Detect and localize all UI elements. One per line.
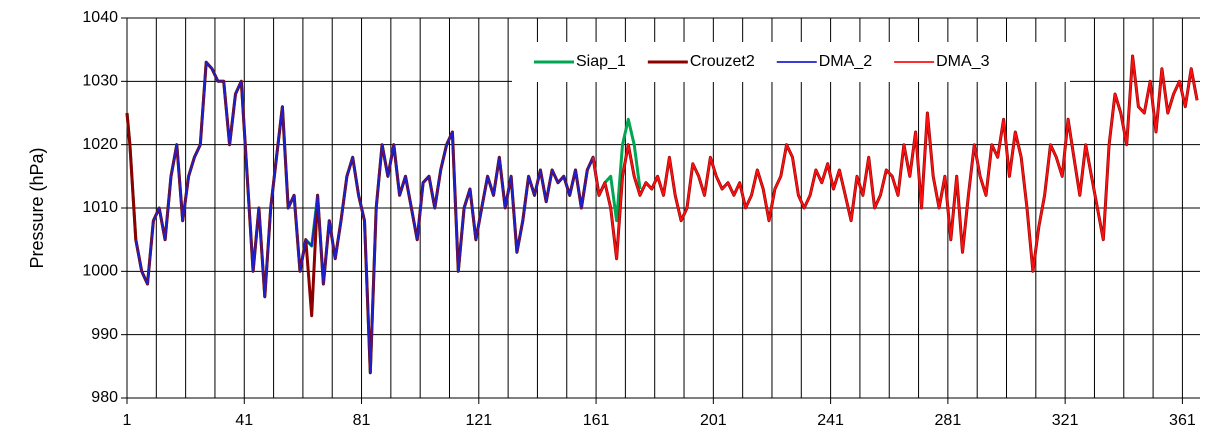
series-line: [125, 54, 1199, 375]
x-tick-label: 361: [1169, 412, 1196, 429]
y-axis-label: Pressure (hPa): [27, 147, 47, 268]
series-line: [134, 61, 981, 374]
y-tick-label: 980: [91, 389, 118, 406]
y-tick-label: 1040: [82, 9, 118, 26]
legend-label: Crouzet2: [690, 53, 755, 70]
legend-label: Siap_1: [576, 53, 626, 70]
series-line: [592, 55, 1198, 273]
y-tick-label: 1020: [82, 136, 118, 153]
legend: Siap_1 Crouzet2 DMA_2 DMA_3: [512, 42, 1070, 82]
x-tick-label: 1: [123, 412, 132, 429]
y-tick-label: 990: [91, 326, 118, 343]
x-tick-label: 161: [583, 412, 610, 429]
x-tick-label: 81: [353, 412, 371, 429]
x-tick-label: 41: [235, 412, 253, 429]
x-tick-label: 321: [1052, 412, 1079, 429]
legend-label: DMA_2: [819, 53, 872, 70]
y-tick-label: 1000: [82, 263, 118, 280]
x-tick-label: 201: [700, 412, 727, 429]
x-tick-label: 121: [465, 412, 492, 429]
x-tick-label: 241: [817, 412, 844, 429]
y-tick-label: 1030: [82, 73, 118, 90]
x-tick-label: 281: [935, 412, 962, 429]
legend-label: DMA_3: [936, 53, 989, 70]
y-tick-label: 1010: [82, 199, 118, 216]
